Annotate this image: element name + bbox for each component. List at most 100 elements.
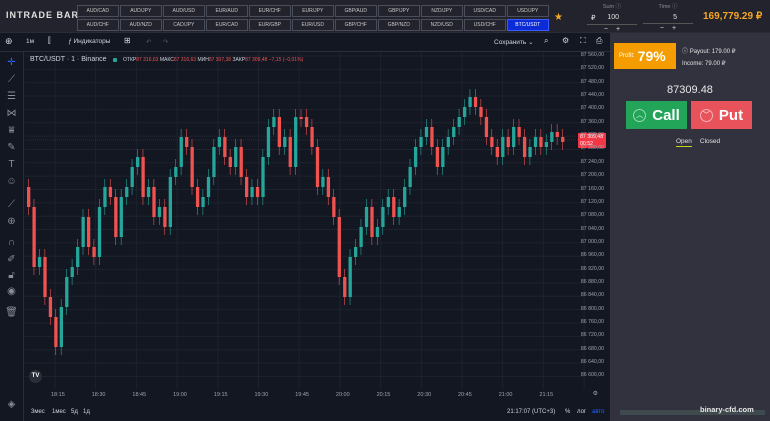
log-toggle[interactable]: лог xyxy=(577,409,587,415)
time-field[interactable]: Time ⓘ 5 − + xyxy=(643,2,693,32)
chevron-up-icon: ︿ xyxy=(633,108,647,122)
pair-button[interactable]: AUD/NZD xyxy=(120,19,162,31)
save-button[interactable]: Сохранить ⌄ xyxy=(494,39,534,46)
pair-button[interactable]: AUD/JPY xyxy=(120,5,162,17)
pair-button[interactable]: USD/CAD xyxy=(464,5,506,17)
tab-open[interactable]: Open xyxy=(676,138,692,147)
ruler-icon[interactable]: ⟋ xyxy=(8,199,15,210)
range-1m-button[interactable]: 1мес xyxy=(52,409,66,415)
profit-value: 79% xyxy=(637,48,666,64)
price-tick: 86 680,00 xyxy=(580,345,604,352)
emoji-icon[interactable]: ☺ xyxy=(6,176,17,187)
time-axis[interactable]: 18:15 18:30 18:45 19:00 19:15 19:30 19:45 20:00… xyxy=(25,390,585,402)
candle-type-icon[interactable]: ⫿ xyxy=(48,36,51,45)
price-axis[interactable]: 87 309,48 00:52 ⚙ 87 560,00 87 520,00 87 48… xyxy=(560,52,610,397)
text-icon[interactable]: T xyxy=(8,159,15,170)
pair-button[interactable]: GBP/NZD xyxy=(378,19,420,31)
price-tick: 87 200,00 xyxy=(580,172,604,179)
tradingview-logo[interactable]: TV xyxy=(29,370,42,383)
chevron-down-icon: ﹀ xyxy=(699,108,713,122)
candlestick-chart[interactable]: BTC/USDT · 1 · Binance ОТКР87 316,63 МАК… xyxy=(25,52,585,389)
panel-scrollbar[interactable] xyxy=(620,410,765,415)
prediction-icon[interactable]: ⩸ xyxy=(8,125,15,136)
pair-button[interactable]: USD/CHF xyxy=(464,19,506,31)
interval-button[interactable]: 1м xyxy=(26,38,35,45)
profit-badge: Profit: 79% xyxy=(614,43,676,69)
pair-button[interactable]: NZD/JPY xyxy=(421,5,463,17)
pair-button[interactable]: EUR/JPY xyxy=(292,5,334,17)
lock-drawing-icon[interactable]: ✐ xyxy=(7,254,16,265)
sum-input[interactable]: 100 xyxy=(607,14,619,21)
pair-button[interactable]: GBP/JPY xyxy=(378,5,420,17)
pair-button[interactable]: GBP/AUD xyxy=(335,5,377,17)
time-input[interactable]: 5 xyxy=(673,14,677,21)
time-plus-button[interactable]: + xyxy=(672,25,677,32)
pattern-icon[interactable]: ⋈ xyxy=(6,108,17,119)
top-bar: INTRADE BAR AUD/CAD AUD/JPY AUD/USD EUR/AUD… xyxy=(0,0,770,33)
pair-button[interactable]: EUR/CHF xyxy=(249,5,291,17)
pair-button[interactable]: GBP/CHF xyxy=(335,19,377,31)
brush-icon[interactable]: ✎ xyxy=(7,142,16,153)
undo-icon[interactable]: ↶ xyxy=(146,39,152,46)
pair-button[interactable]: AUD/CAD xyxy=(77,5,119,17)
favorite-star-icon[interactable]: ★ xyxy=(554,12,563,23)
pair-button[interactable]: EUR/GBP xyxy=(249,19,291,31)
sum-plus-button[interactable]: + xyxy=(616,26,621,33)
clock[interactable]: 21:17:07 (UTC+3) xyxy=(507,409,556,415)
axis-settings-icon[interactable]: ⚙ xyxy=(592,391,598,397)
add-symbol-icon[interactable]: ⊕ xyxy=(5,36,13,46)
current-price-display: 87309.48 xyxy=(667,84,713,96)
quick-search-icon[interactable]: ⌕ xyxy=(544,36,549,45)
object-tree-icon[interactable]: ◈ xyxy=(7,399,16,410)
lock-icon[interactable]: 🔓︎ xyxy=(8,270,15,281)
pair-button[interactable]: AUD/USD xyxy=(163,5,205,17)
zoom-in-icon[interactable]: ⊕ xyxy=(7,216,16,227)
time-label: Time xyxy=(658,4,671,10)
sum-minus-button[interactable]: − xyxy=(603,26,608,33)
time-minus-button[interactable]: − xyxy=(659,25,664,32)
pair-button[interactable]: CAD/JPY xyxy=(163,19,205,31)
pair-button[interactable]: USD/JPY xyxy=(507,5,549,17)
crosshair-icon[interactable]: ✛ xyxy=(7,57,16,68)
auto-toggle[interactable]: авто xyxy=(592,409,605,415)
pair-button[interactable]: NZD/USD xyxy=(421,19,463,31)
time-tick: 19:45 xyxy=(295,392,309,398)
pair-button[interactable]: EUR/AUD xyxy=(206,5,248,17)
range-5d-button[interactable]: 5д xyxy=(71,409,78,415)
watermark: binary-cfd.com xyxy=(700,405,754,414)
fullscreen-icon[interactable]: ⛶ xyxy=(580,36,586,45)
trendline-icon[interactable]: ⟋ xyxy=(8,74,15,85)
camera-icon[interactable]: ⎙ xyxy=(596,36,603,45)
price-tick: 86 640,00 xyxy=(580,359,604,366)
high-label: МАКС xyxy=(159,57,174,63)
eye-icon[interactable]: ◉ xyxy=(7,286,16,297)
trash-icon[interactable]: 🗑︎ xyxy=(5,307,18,318)
current-price-label: 87 309,48 00:52 xyxy=(578,133,606,148)
pair-button[interactable]: AUD/CHF xyxy=(77,19,119,31)
layout-icon[interactable]: ⊞ xyxy=(124,36,131,45)
trades-tabs: Open Closed xyxy=(676,138,720,147)
time-tick: 20:45 xyxy=(458,392,472,398)
put-button[interactable]: ﹀ Put xyxy=(691,101,752,129)
price-tick: 87 080,00 xyxy=(580,212,604,219)
redo-icon[interactable]: ↷ xyxy=(163,39,169,46)
time-tick: 18:30 xyxy=(91,392,106,398)
range-1d-button[interactable]: 1д xyxy=(83,409,90,415)
magnet-icon[interactable]: ∩ xyxy=(7,237,16,248)
open-value: 87 316,63 xyxy=(136,57,159,63)
pair-button[interactable]: BTC/USDT xyxy=(507,19,549,31)
sum-field[interactable]: Sum ⓘ ₽100 − + xyxy=(587,2,637,33)
price-tick: 87 280,00 xyxy=(580,145,604,152)
indicators-button[interactable]: ƒ Индикаторы xyxy=(68,38,110,45)
call-button[interactable]: ︿ Call xyxy=(626,101,687,129)
info-icon[interactable]: ⓘ xyxy=(682,49,689,55)
range-3m-button[interactable]: 3мес xyxy=(31,409,45,415)
pair-button[interactable]: EUR/CAD xyxy=(206,19,248,31)
tab-closed[interactable]: Closed xyxy=(699,138,721,145)
close-label: ЗАКР xyxy=(232,57,246,63)
pair-button[interactable]: EUR/USD xyxy=(292,19,334,31)
settings-icon[interactable]: ⚙ xyxy=(562,36,570,45)
percent-toggle[interactable]: % xyxy=(565,409,571,415)
open-label: ОТКР xyxy=(123,57,137,63)
fib-icon[interactable]: ☰ xyxy=(7,91,16,102)
